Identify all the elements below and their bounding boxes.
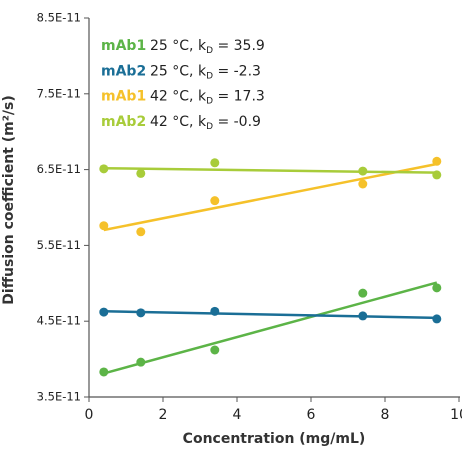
legend-label-part: 42 °C, k [150, 114, 207, 130]
legend-label-part: = 17.3 [213, 89, 265, 105]
point [432, 156, 442, 166]
point [432, 314, 442, 324]
y-axis-label: Diffusion coefficient (m²/s) [1, 95, 17, 304]
point [99, 221, 109, 231]
legend-name: mAb1 [101, 38, 146, 54]
y-tick-label: 7.5E-11 [37, 86, 81, 100]
legend-name: mAb2 [101, 114, 146, 130]
legend-label-part: = 35.9 [213, 38, 265, 54]
y-tick-label: 4.5E-11 [37, 314, 81, 328]
legend-label-part: D [206, 96, 213, 106]
legend-name: mAb2 [101, 63, 146, 79]
legend-label: 42 °C, kD = 17.3 [150, 89, 265, 107]
legend-label-part: = -2.3 [213, 63, 261, 79]
point [210, 345, 220, 355]
point [210, 306, 220, 316]
x-tick-label: 10 [450, 407, 462, 423]
legend-label: 25 °C, kD = 35.9 [150, 38, 265, 56]
point [210, 196, 220, 206]
point [358, 288, 368, 298]
fit-line [103, 162, 438, 232]
point [358, 311, 368, 321]
legend-label: 25 °C, kD = -2.3 [150, 63, 261, 81]
x-axis-label: Concentration (mg/mL) [183, 431, 366, 447]
legend-label-part: 25 °C, k [150, 38, 207, 54]
point [358, 179, 368, 189]
y-tick-label: 8.5E-11 [37, 11, 81, 25]
legend-label-part: D [206, 121, 213, 131]
point [210, 158, 220, 168]
fit-line [103, 166, 437, 174]
legend-label-part: = -0.9 [213, 114, 261, 130]
y-tick-label: 6.5E-11 [37, 162, 81, 176]
fit-line [103, 281, 438, 375]
legend-label-part: D [206, 71, 213, 81]
point [136, 168, 146, 178]
fit-line [103, 310, 437, 320]
point [99, 307, 109, 317]
point [136, 308, 146, 318]
legend-name: mAb1 [101, 89, 146, 105]
point [136, 357, 146, 367]
point [432, 283, 442, 293]
point [136, 227, 146, 237]
x-tick-label: 8 [381, 407, 390, 423]
point [99, 164, 109, 174]
x-tick-label: 4 [233, 407, 242, 423]
x-tick-label: 6 [307, 407, 316, 423]
legend-label-part: 25 °C, k [150, 63, 207, 79]
x-tick-label: 2 [159, 407, 168, 423]
point [99, 367, 109, 377]
point [432, 170, 442, 180]
y-tick-label: 3.5E-11 [37, 390, 81, 404]
legend-label: 42 °C, kD = -0.9 [150, 114, 261, 131]
y-tick-label: 5.5E-11 [37, 238, 81, 252]
legend-label-part: 42 °C, k [150, 89, 207, 105]
legend-label-part: D [206, 46, 213, 56]
point [358, 166, 368, 176]
x-tick-label: 0 [85, 407, 94, 423]
